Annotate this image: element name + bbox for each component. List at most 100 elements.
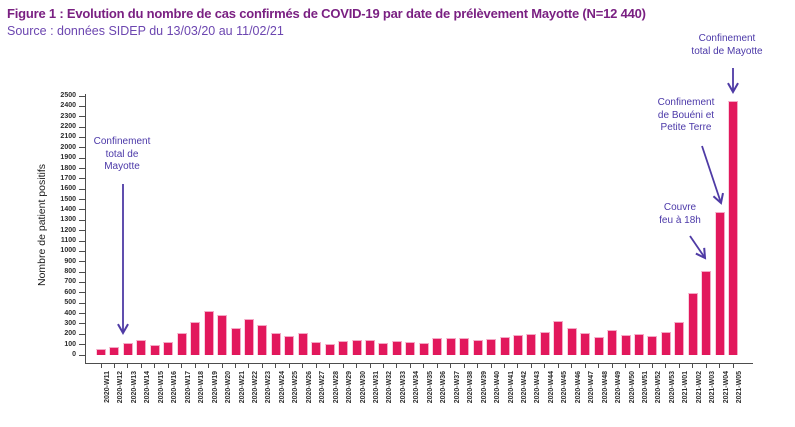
x-tick-label: 2020-W19: [211, 371, 219, 404]
x-tick-label: 2020-W39: [480, 371, 488, 404]
y-tick-label: 1100: [60, 237, 76, 245]
bar: [687, 292, 698, 355]
x-tick: [692, 363, 694, 368]
x-tick-label: 2020-W27: [319, 371, 327, 404]
x-tick-label: 2020-W43: [534, 371, 542, 404]
x-tick: [517, 363, 519, 368]
y-tick: [79, 323, 85, 325]
x-tick: [113, 363, 115, 368]
bar: [230, 328, 241, 355]
x-tick: [625, 363, 627, 368]
x-tick: [409, 363, 411, 368]
x-tick-label: 2020-W48: [601, 371, 609, 404]
y-tick-label: 1500: [60, 195, 76, 203]
y-tick: [79, 199, 85, 201]
x-tick: [356, 363, 358, 368]
x-tick-label: 2020-W53: [668, 371, 676, 404]
x-tick-label: 2021-W05: [736, 371, 744, 404]
bar: [365, 340, 375, 355]
x-tick: [557, 363, 559, 368]
y-tick-label: 2400: [60, 102, 76, 110]
annotation: Confinement total de Mayotte: [691, 33, 762, 58]
bar: [203, 311, 214, 355]
x-tick: [436, 363, 438, 368]
annotation-line: de Bouéni et: [657, 109, 715, 121]
y-tick: [79, 188, 85, 190]
x-tick-label: 2020-W35: [426, 371, 434, 404]
y-tick-label: 1900: [60, 154, 76, 162]
x-tick-label: 2020-W36: [440, 371, 448, 404]
bar: [418, 343, 429, 355]
x-tick-label: 2020-W51: [642, 371, 649, 404]
y-tick: [79, 354, 85, 356]
y-tick: [79, 136, 85, 138]
x-tick: [275, 363, 277, 368]
bar: [499, 337, 510, 355]
bar: [620, 334, 631, 355]
y-tick: [79, 126, 85, 128]
bar: [243, 318, 254, 355]
x-tick: [544, 363, 546, 368]
y-tick-label: 500: [64, 299, 76, 307]
x-tick-label: 2020-W45: [561, 371, 569, 404]
annotation-line: Mayotte: [104, 161, 140, 172]
y-tick: [79, 105, 85, 107]
bar: [674, 322, 685, 355]
x-tick-label: 2021-W04: [722, 371, 730, 404]
bar: [136, 340, 147, 355]
bar: [257, 325, 268, 355]
x-tick-label: 2021-W02: [695, 371, 703, 404]
y-tick-label: 1400: [60, 205, 76, 213]
bar: [566, 327, 577, 355]
bar: [149, 345, 160, 355]
bar: [526, 333, 537, 355]
x-tick-label: 2020-W42: [520, 371, 528, 404]
y-tick-label: 600: [64, 288, 76, 296]
x-tick: [382, 363, 384, 368]
x-tick-label: 2020-W22: [251, 371, 259, 404]
bar: [607, 330, 618, 355]
bar: [391, 341, 402, 355]
x-tick-label: 2020-W21: [238, 371, 246, 404]
x-axis-line: [85, 363, 753, 364]
annotation: Confinement de Bouéni et Petite Terre: [658, 97, 715, 135]
annotation-line: feu à 18h: [659, 214, 701, 226]
x-tick: [140, 363, 142, 368]
x-tick: [665, 363, 667, 368]
x-tick: [571, 363, 573, 368]
bar: [324, 344, 335, 355]
x-tick: [315, 363, 317, 368]
bar: [553, 320, 564, 355]
x-tick: [288, 363, 290, 368]
y-tick: [79, 271, 85, 273]
x-tick: [396, 363, 398, 368]
x-tick: [490, 363, 492, 368]
x-tick: [598, 363, 600, 368]
x-tick: [167, 363, 169, 368]
y-tick-label: 200: [64, 330, 76, 338]
annotation-arrow: [701, 145, 724, 205]
x-tick: [261, 363, 263, 368]
y-tick: [79, 302, 85, 304]
bar: [539, 332, 550, 355]
bar: [472, 340, 483, 355]
bar: [284, 336, 295, 355]
bar: [217, 314, 228, 355]
x-tick: [235, 363, 236, 368]
y-tick: [79, 178, 85, 180]
bar: [512, 335, 523, 355]
x-tick-label: 2020-W25: [292, 371, 300, 404]
x-tick-label: 2020-W14: [144, 371, 152, 404]
y-tick-label: 1800: [60, 164, 76, 172]
x-tick-label: 2020-W46: [574, 371, 582, 404]
x-tick-label: 2020-W30: [359, 371, 367, 404]
y-tick: [79, 240, 85, 242]
y-tick: [79, 157, 85, 159]
x-tick-label: 2020-W52: [655, 371, 663, 404]
x-tick: [651, 363, 653, 368]
x-tick-label: 2020-W20: [225, 371, 233, 404]
x-tick: [194, 363, 196, 368]
annotation-line: Petite Terre: [660, 122, 712, 133]
bar: [432, 337, 443, 355]
y-axis-line: [85, 94, 86, 363]
